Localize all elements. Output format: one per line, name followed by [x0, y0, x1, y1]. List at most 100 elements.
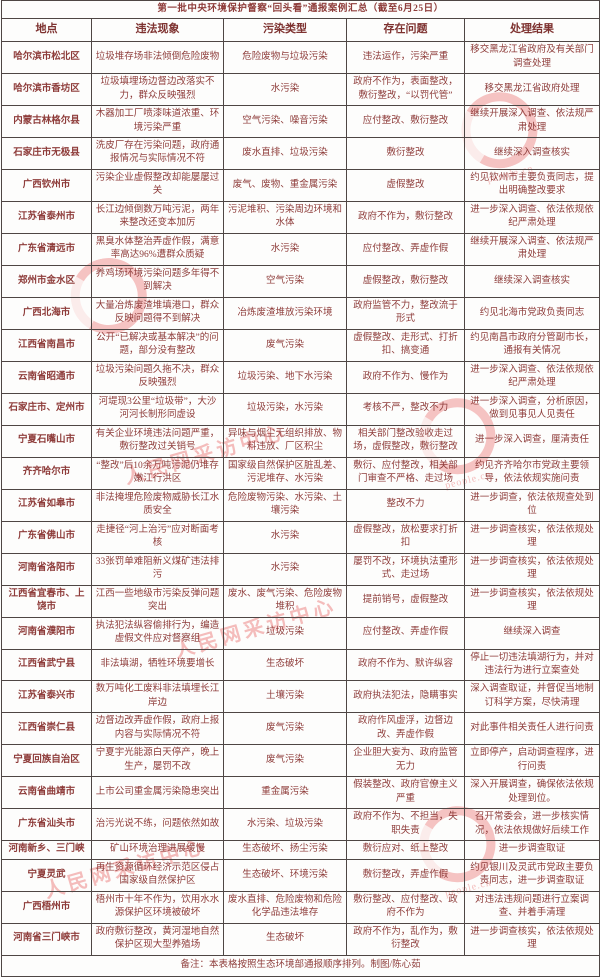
cell-result: 立即停产，启动调查程序，进行问责	[463, 744, 600, 778]
table-row: 江西省崇仁县 边督边改弄虚作假，政府上报内容与实际情况不符 废气污染 政府作风虚浮，边…	[1, 712, 600, 746]
cell-pollution-type: 冶炼废渣堆放污染环境	[223, 296, 347, 330]
cell-result: 进一步调查核实，依法依规处理	[463, 552, 600, 586]
cell-result: 约见银川及灵武市党政主要负责同志，进一步调查取证	[463, 858, 600, 892]
cell-violation: 数万吨化工废料非法填埋长江岸边	[91, 680, 224, 714]
cell-result: 召开常委会，进一步核实情况，依法依规做好后续工作	[463, 808, 600, 842]
table-row: 广西钦州市 污染企业虚假整改却能屡屡过关 废气、废物、重金属污染 虚假整改 约见钦州市主…	[1, 168, 600, 202]
table-row: 江西省南昌市 公开“已解决或基本解决”的问题，部分没有整改 废气污染 虚假整改、走形式…	[1, 328, 600, 362]
cell-violation: 宁夏宇光能源白天停产，晚上生产，屡罚不改	[91, 744, 224, 778]
cell-violation: 边督边改弄虚作假，政府上报内容与实际情况不符	[91, 712, 224, 746]
cell-location: 广西北海市	[1, 296, 92, 330]
cell-violation: 非法掩埋危险废物威胁长江水质安全	[91, 488, 224, 522]
table-row: 石家庄市、定州市 河堤现3公里“垃圾带”，大沙河河长制形同虚设 垃圾污染，水污染 考核…	[1, 392, 600, 426]
cell-location: 江西省武宁县	[1, 648, 92, 682]
column-header-location: 地点	[1, 18, 92, 43]
cell-pollution-type: 危险废物污染、水污染、土壤污染	[223, 488, 347, 522]
cell-problem: 政府作风虚浮，边督边改、弄虚作假	[346, 712, 465, 746]
table-row: 哈尔滨市香坊区 垃圾填埋场边督边改落实不力，群众反映强烈 水污染 政府不作为，表面整改…	[1, 73, 600, 107]
table-row: 内蒙古林格尔县 木器加工厂喷漆味道浓重、环境污染严重 空气污染、噪音污染 应付整改、敷…	[1, 105, 600, 138]
cell-pollution-type: 生态破坏、环境污染	[223, 858, 347, 892]
cell-pollution-type: 危险废物与垃圾污染	[223, 41, 347, 75]
cell-pollution-type: 生态破坏	[223, 648, 347, 682]
cell-problem: 违法运作，污染严重	[346, 41, 465, 75]
title-row: 第一批中央环境保护督察“回头看”通报案例汇总（截至6月25日）	[0, 0, 600, 20]
cell-problem: 敷衍应对、纸上整改	[346, 840, 465, 860]
cell-result: 继续深入调查核实	[463, 137, 600, 170]
column-header-pollution-type: 污染类型	[223, 18, 347, 43]
table-row: 江苏省泰兴市 数万吨化工废料非法填埋长江岸边 土壤污染 政府执法犯法，隐瞒事实 深入调查…	[1, 680, 600, 714]
cell-pollution-type: 水污染	[223, 232, 347, 266]
column-header-violation: 违法现象	[91, 18, 224, 43]
column-header-result: 处理结果	[463, 18, 600, 43]
cell-result: 深入开展调查，确保依法依规处理到位。	[463, 776, 600, 810]
cell-pollution-type: 生态破坏	[223, 922, 347, 956]
cell-location: 宁夏灵武	[1, 858, 92, 892]
table-row: 广西北海市 大量冶炼废渣堆填港口，群众反映问题得不到解决 冶炼废渣堆放污染环境 政府监…	[1, 296, 600, 330]
cell-problem: 敷衍整改，弄虚作假	[346, 858, 465, 892]
cell-result: 进一步调查取证	[463, 840, 600, 860]
cell-pollution-type: 废水直排、危险废物和危险化学品违法堆存	[223, 890, 347, 924]
cell-result: 继续开展深入调查、依法规严肃处理	[463, 232, 600, 266]
table-row: 广西梧州市 梧州市十年不作为，饮用水水源保护区环境被破坏 废水直排、危险废物和危险化…	[1, 890, 600, 924]
cell-pollution-type: 国家级自然保护区脏乱差、污泥堆存、水污染	[223, 456, 347, 490]
cell-problem: 假装整改、政府官僚主义严重	[346, 776, 465, 810]
cell-pollution-type: 废水直排、垃圾污染	[223, 137, 347, 170]
cell-violation: 矿山环境治理进展缓慢	[91, 840, 224, 860]
table-row: 广东省汕头市 治污光说不练，问题依然如故 水污染、垃圾污染 政府不作为、不担当，失职失…	[1, 808, 600, 842]
table-row: 江西省武宁县 非法填湖，牺牲环境要增长 生态破坏 政府不作为、默许纵容 停止一切违法填湖…	[1, 648, 600, 682]
cell-pollution-type: 废气污染	[223, 328, 347, 362]
table-row: 郑州市金水区 养鸡场环境污染问题多年得不到解决 空气污染 虚假整改，敷衍整改 继续深入调…	[1, 264, 600, 298]
cell-location: 广东省佛山市	[1, 520, 92, 554]
cell-location: 宁夏石嘴山市	[1, 424, 92, 458]
cell-location: 哈尔滨市香坊区	[1, 73, 92, 107]
cell-violation: 大量冶炼废渣堆填港口，群众反映问题得不到解决	[91, 296, 224, 330]
cell-violation: 33张罚单难阻新义煤矿违法排污	[91, 552, 224, 586]
cell-violation: 黑臭水体整治弄虚作假，满意率高达96%遭群众质疑	[91, 232, 224, 266]
table-row: 宁夏回族自治区 宁夏宇光能源白天停产，晚上生产，屡罚不改 废气污染 企业胆大妄为、政府…	[1, 744, 600, 778]
cell-violation: 垃圾污染问题久拖不决，群众反映强烈	[91, 360, 224, 394]
cell-pollution-type: 废气、废物、重金属污染	[223, 168, 347, 202]
cell-location: 江苏省如皋市	[1, 488, 92, 522]
table-row: 河南省濮阳市 执法犯法纵容偷排行为，编造虚假文件应对督察组 垃圾污染 应付整改、弄虚作…	[1, 616, 600, 650]
table-row: 江苏省如皋市 非法掩埋危险废物威胁长江水质安全 危险废物污染、水污染、土壤污染 整改不…	[1, 488, 600, 522]
cell-result: 约见齐齐哈尔市党政主要领导，依法依规实施问责	[463, 456, 600, 490]
cell-location: 郑州市金水区	[1, 264, 92, 298]
cell-pollution-type: 污泥堆积、污染周边环境和水体	[223, 200, 347, 234]
cell-pollution-type: 异味与烟尘无组织排放、物料违放、厂区积尘	[223, 424, 347, 458]
cell-problem: 政府不作为，敷衍整改	[346, 200, 465, 234]
cell-location: 广西钦州市	[1, 168, 92, 202]
table-row: 河南新乡、三门峡 矿山环境治理进展缓慢 生态破坏、扬尘污染 敷衍应对、纸上整改 进一步调…	[1, 840, 600, 860]
cell-problem: 相关部门整改验收走过场，虚假整改，敷衍整改	[346, 424, 465, 458]
cell-result: 深入调查取证，并督促当地制订科学方案，尽快清理	[463, 680, 600, 714]
cell-problem: 政府不作为、默许纵容	[346, 648, 465, 682]
cell-location: 哈尔滨市松北区	[1, 41, 92, 75]
table-row: 齐齐哈尔市 “整改”后10余万吨污泥仍堆存嫩江行洪区 国家级自然保护区脏乱差、污泥堆…	[1, 456, 600, 490]
cell-violation: 洗皮厂存在污染问题，政府通报情况与实际情况不符	[91, 137, 224, 170]
cell-result: 停止一切违法填湖行为，并对违法行为进行立案查处	[463, 648, 600, 682]
cell-pollution-type: 垃圾污染、地下水污染	[223, 360, 347, 394]
table-row: 江西省宜春市、上饶市 江西一些地级市污染反弹问题突出 废水、废气污染、危险废物堆积提…	[1, 584, 600, 618]
cell-pollution-type: 生态破坏、扬尘污染	[223, 840, 347, 860]
cell-pollution-type: 水污染	[223, 520, 347, 554]
cell-result: 继续深入调查核实	[463, 264, 600, 298]
table-row: 河南省三门峡市 政府敷衍整改，黄河湿地自然保护区现大型养殖场 生态破坏 政府不作为，乱…	[1, 922, 600, 956]
cell-location: 江苏省泰兴市	[1, 680, 92, 714]
cell-problem: 应付整改、弄虚作假	[346, 232, 465, 266]
table-row: 云南省曲靖市 上市公司重金属污染隐患突出 重金属污染 假装整改、政府官僚主义严重 深入开…	[1, 776, 600, 810]
cell-violation: 垃圾填埋场边督边改落实不力，群众反映强烈	[91, 73, 224, 107]
cell-result: 进一步调查核实，依法依规处理	[463, 520, 600, 554]
footer-note: 备注：本表格按照生态环境部通报顺序排列。制图/陈心茹	[0, 954, 600, 977]
cell-problem: 政府不作为、慢作为	[346, 360, 465, 394]
cell-result: 进一步调查核实，依法依规处理	[463, 922, 600, 956]
cell-result: 进一步调查，依法依规查处到位	[463, 488, 600, 522]
cell-problem: 应付整改、弄虚作假	[346, 616, 465, 650]
cell-violation: 垃圾堆存场非法倾倒危险废物	[91, 41, 224, 75]
cell-pollution-type: 废水、废气污染、危险废物堆积	[223, 584, 347, 618]
cell-violation: 江西一些地级市污染反弹问题突出	[91, 584, 224, 618]
cell-violation: 再生资源循环经济示范区侵占国家级自然保护区	[91, 858, 224, 892]
cell-result: 约见南昌市政府分管副市长，通报有关情况	[463, 328, 600, 362]
cell-problem: 企业胆大妄为、政府监管无力	[346, 744, 465, 778]
cell-problem: 虚假整改、走形式、打折扣、搞变通	[346, 328, 465, 362]
